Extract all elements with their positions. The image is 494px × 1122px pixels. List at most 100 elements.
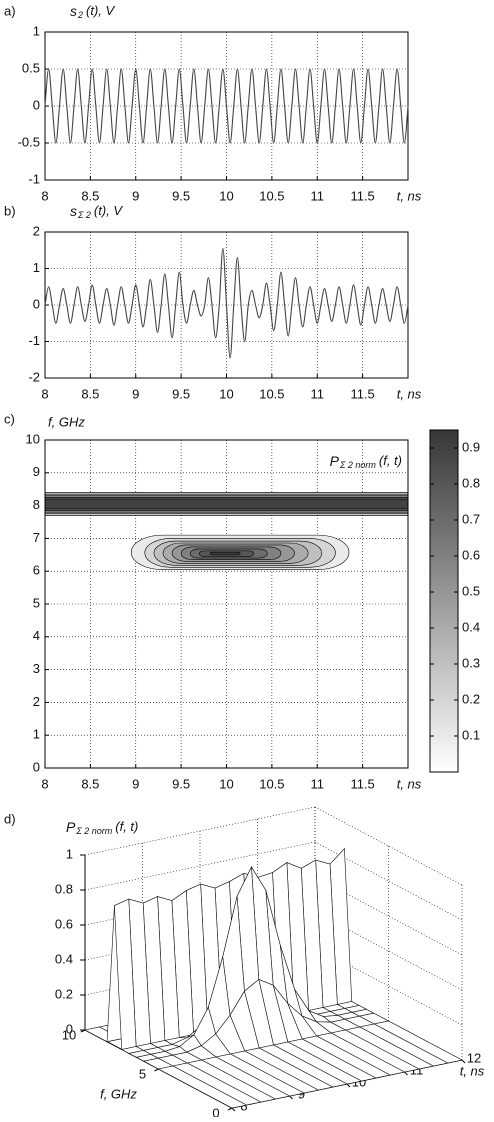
contour-band <box>44 498 409 510</box>
z-tick-label: 0 <box>66 1021 73 1036</box>
colorbar-label: 0.7 <box>462 511 480 526</box>
y-tick-label: 0 <box>33 97 40 112</box>
x-tick-label: 11 <box>311 776 325 791</box>
contour <box>209 551 241 556</box>
panel-label: a) <box>4 3 16 18</box>
y-tick-label: 10 <box>26 431 40 446</box>
x-axis-label: t, ns <box>397 776 422 791</box>
title-sub: Σ 2 norm <box>339 460 376 470</box>
chart-title: sΣ 2 (t), V <box>70 203 123 221</box>
signal-line <box>44 68 409 144</box>
y-tick-label: 6 <box>33 563 40 578</box>
x-tick-label: 9.5 <box>172 188 190 203</box>
tick-mark <box>154 1068 159 1072</box>
tick-mark <box>461 1059 466 1064</box>
x-tick-label: 11.5 <box>350 386 374 401</box>
title-sub: Σ 2 norm <box>75 826 112 836</box>
title-tail: (f, t) <box>115 819 138 834</box>
x-tick-label: 8 <box>41 776 48 791</box>
y-tick-label: 1 <box>33 260 40 275</box>
panel-label: b) <box>4 203 16 218</box>
colorbar-label: 0.1 <box>462 727 480 742</box>
title-tail: (f, t) <box>379 453 402 468</box>
grid-line <box>84 841 316 891</box>
chart-title: PΣ 2 norm (f, t) <box>330 453 402 471</box>
x-tick-label: 12 <box>467 1050 481 1065</box>
chart-title: PΣ 2 norm (f, t) <box>66 819 138 837</box>
title-main: P <box>330 453 340 469</box>
y-tick-label: 0 <box>33 296 40 311</box>
x-tick-label: 8 <box>41 188 48 203</box>
y-axis-label: f, GHz <box>100 1086 137 1101</box>
tick-mark <box>80 1029 86 1033</box>
x-tick-label: 9 <box>132 188 139 203</box>
x-tick-label: 9.5 <box>172 386 190 401</box>
z-tick-label: 0.4 <box>55 951 73 966</box>
tick-mark <box>346 1083 351 1088</box>
y-tick-label: 0.5 <box>22 60 40 75</box>
x-tick-label: 8.5 <box>81 386 99 401</box>
panel-label: c) <box>4 411 15 426</box>
title-sub: Σ 2 <box>77 210 91 220</box>
x-tick-label: 10.5 <box>259 386 284 401</box>
y-tick-label: -1 <box>28 171 40 186</box>
x-tick-label: 9 <box>132 776 139 791</box>
chart-title: s2 (t), V <box>70 3 116 21</box>
x-tick-label: 10 <box>219 386 233 401</box>
x-tick-label: 10.5 <box>259 188 284 203</box>
x-tick-label: 8 <box>41 386 48 401</box>
tick-mark <box>227 1107 233 1111</box>
x-tick-label: 11 <box>311 188 325 203</box>
tick-mark <box>289 1095 293 1100</box>
y-tick-label: 9 <box>33 464 40 479</box>
colorbar <box>429 429 459 773</box>
tick-mark <box>231 1107 236 1112</box>
title-tail: (t), V <box>94 203 123 218</box>
colorbar-label: 0.3 <box>462 655 480 670</box>
title-main: s <box>70 203 77 219</box>
y-tick-label: 1 <box>33 23 40 38</box>
grid-line <box>314 806 463 886</box>
z-tick-label: 1 <box>66 846 73 861</box>
y-tick-label: 2 <box>33 223 40 238</box>
x-tick-label: 8.5 <box>81 188 99 203</box>
colorbar-label: 0.2 <box>462 691 480 706</box>
y-tick-label: 5 <box>33 595 40 610</box>
x-tick-label: 11.5 <box>350 776 374 791</box>
y-tick-label: 3 <box>33 661 40 676</box>
x-tick-label: 10 <box>219 188 233 203</box>
z-tick-label: 0.8 <box>55 881 73 896</box>
z-tick-label: 0.2 <box>55 986 73 1001</box>
title-main: P <box>66 819 76 835</box>
x-axis-label: t, ns <box>460 1063 485 1078</box>
plot-frame <box>44 439 409 769</box>
colorbar-label: 0.6 <box>462 547 480 562</box>
x-tick-label: 10 <box>219 776 233 791</box>
title-sub: 2 <box>77 10 83 20</box>
title-main: s <box>70 3 77 19</box>
panel-label: d) <box>4 811 16 826</box>
y-tick-label: 7 <box>33 530 40 545</box>
x-tick-label: 8.5 <box>81 776 99 791</box>
title-tail: (t), V <box>86 3 115 18</box>
y-tick-label: 0 <box>33 759 40 774</box>
y-tick-label: 1 <box>33 727 40 742</box>
x-axis-label: t, ns <box>397 386 422 401</box>
colorbar-label: 0.5 <box>462 583 480 598</box>
y-tick-label: -0.5 <box>18 134 40 149</box>
y-axis-label: f, GHz <box>48 414 85 429</box>
y-tick-label: 10 <box>62 1027 76 1042</box>
colorbar-label: 0.8 <box>462 475 480 490</box>
signal-line <box>44 247 409 359</box>
y-tick-label: 8 <box>33 497 40 512</box>
x-tick-label: 9.5 <box>172 776 190 791</box>
z-tick-label: 0.6 <box>55 916 73 931</box>
y-tick-label: -1 <box>28 333 40 348</box>
colorbar-label: 0.4 <box>462 619 480 634</box>
colorbar-label: 0.9 <box>462 439 480 454</box>
tick-mark <box>404 1071 408 1076</box>
y-tick-label: 4 <box>33 628 40 643</box>
y-tick-label: 5 <box>139 1066 146 1081</box>
